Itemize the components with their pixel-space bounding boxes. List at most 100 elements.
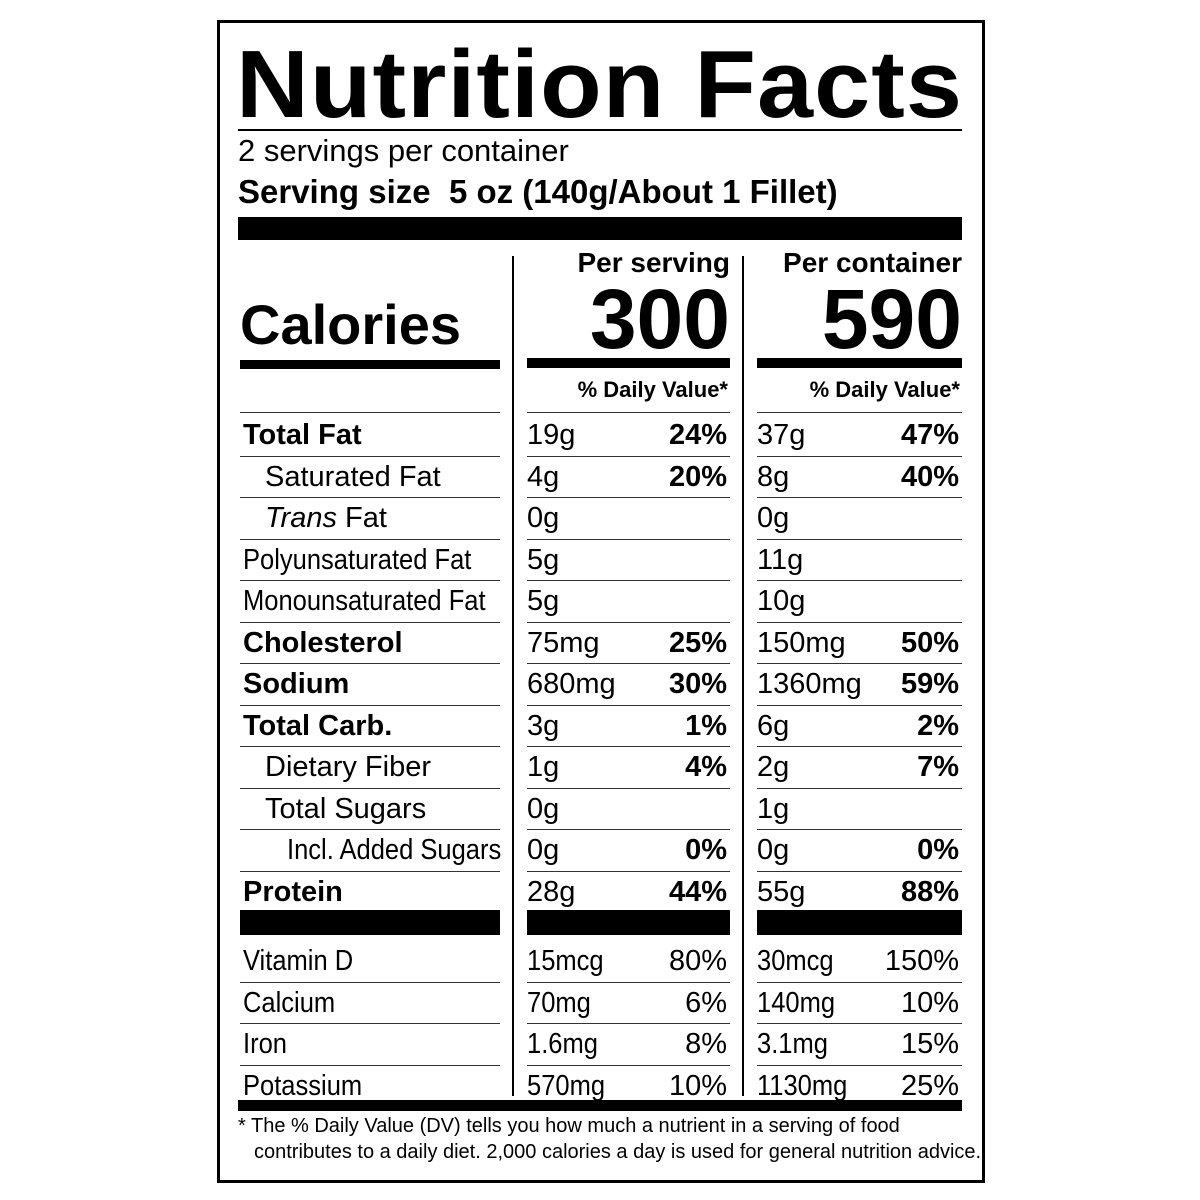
amount: 1.6mg: [527, 1028, 598, 1060]
daily-value: 88%: [900, 875, 959, 908]
row-rule: [527, 539, 730, 540]
daily-value: 8%: [685, 1028, 727, 1060]
column-divider: [512, 256, 514, 1096]
row-rule: [240, 871, 500, 872]
row-rule: [757, 622, 962, 623]
row-rule: [527, 982, 730, 983]
row-rule: [240, 705, 500, 706]
serving-size-value: 5 oz (140g/About 1 Fillet): [448, 173, 838, 210]
nutrient-name: Potassium: [243, 1069, 363, 1102]
row-rule: [240, 456, 500, 457]
row-rule: [527, 746, 730, 747]
column-heading: Per serving: [577, 247, 730, 278]
row-rule: [240, 982, 500, 983]
row-rule: [240, 1023, 500, 1024]
daily-value: 80%: [668, 945, 727, 977]
daily-value: 20%: [668, 460, 727, 493]
amount: 30mcg: [757, 945, 834, 977]
nutrient-name: Polyunsaturated Fat: [243, 543, 472, 576]
daily-value: 24%: [668, 419, 727, 451]
row-rule: [757, 705, 962, 706]
nutrient-name: Sodium: [243, 668, 350, 700]
row-rule: [527, 412, 730, 413]
row-rule: [527, 788, 730, 789]
nutrient-name: Vitamin D: [243, 945, 354, 977]
rule: [238, 129, 962, 131]
daily-value: 25%: [900, 1069, 959, 1102]
row-rule: [527, 497, 730, 498]
daily-value: 4%: [685, 751, 727, 783]
row-rule: [527, 663, 730, 664]
calories-value: 300: [589, 272, 730, 366]
row-rule: [757, 1065, 962, 1066]
row-rule: [240, 580, 500, 581]
thick-rule: [757, 910, 962, 935]
row-rule: [527, 871, 730, 872]
nutrient-name: Total Sugars: [265, 792, 427, 825]
daily-value: 25%: [668, 626, 727, 659]
amount: 150mg: [757, 626, 846, 659]
row-rule: [240, 622, 500, 623]
amount: 0g: [757, 502, 790, 534]
amount: 6g: [757, 709, 790, 742]
amount: 55g: [757, 875, 806, 908]
footnote-line: * The % Daily Value (DV) tells you how m…: [238, 1115, 900, 1137]
nutrient-name: Iron: [243, 1028, 287, 1060]
amount: 3g: [527, 709, 560, 742]
thick-rule: [527, 358, 730, 368]
nutrient-name: Saturated Fat: [265, 460, 441, 493]
daily-value: 10%: [900, 986, 959, 1019]
row-rule: [527, 1023, 730, 1024]
row-rule: [757, 539, 962, 540]
nutrient-name: Incl. Added Sugars: [287, 834, 502, 866]
nutrient-name-rest: Fat: [345, 502, 387, 534]
label-border: [217, 20, 985, 1183]
amount: 570mg: [527, 1069, 606, 1102]
serving-size: Serving size 5 oz (140g/About 1 Fillet): [238, 172, 838, 212]
amount: 1360mg: [757, 668, 862, 700]
row-rule: [240, 663, 500, 664]
row-rule: [757, 871, 962, 872]
row-rule: [757, 829, 962, 830]
amount: 75mg: [527, 626, 600, 659]
row-rule: [527, 1065, 730, 1066]
amount: 11g: [757, 543, 804, 576]
nutrient-name: Calcium: [243, 986, 336, 1019]
amount: 3.1mg: [757, 1028, 828, 1060]
daily-value: 0%: [685, 834, 727, 866]
row-rule: [757, 456, 962, 457]
amount: 680mg: [527, 668, 616, 700]
daily-value: 7%: [917, 751, 959, 783]
daily-value: 150%: [884, 945, 959, 977]
amount: 140mg: [757, 986, 836, 1019]
amount: 28g: [527, 875, 576, 908]
daily-value: 0%: [917, 834, 959, 866]
row-rule: [527, 829, 730, 830]
amount: 4g: [527, 460, 560, 493]
row-rule: [527, 456, 730, 457]
nutrient-name-italic: Trans: [265, 502, 337, 534]
nutrient-name: Monounsaturated Fat: [243, 585, 486, 617]
row-rule: [527, 705, 730, 706]
amount: 19g: [527, 419, 576, 451]
row-rule: [757, 412, 962, 413]
daily-value: 40%: [900, 460, 959, 493]
row-rule: [757, 663, 962, 664]
row-rule: [240, 539, 500, 540]
servings: 2 servings per container: [238, 133, 569, 168]
amount: 0g: [757, 834, 790, 866]
amount: 0g: [527, 502, 560, 534]
amount: 5g: [527, 585, 560, 617]
amount: 0g: [527, 792, 560, 825]
nutrient-name: Protein: [243, 875, 343, 908]
amount: 8g: [757, 460, 790, 493]
row-rule: [757, 1023, 962, 1024]
amount: 2g: [757, 751, 790, 783]
thick-rule: [240, 360, 500, 369]
amount: 10g: [757, 585, 806, 617]
daily-value: 2%: [917, 709, 959, 742]
row-rule: [240, 746, 500, 747]
thick-rule: [757, 358, 962, 368]
daily-value: 47%: [900, 419, 959, 451]
amount: 15mcg: [527, 945, 604, 977]
